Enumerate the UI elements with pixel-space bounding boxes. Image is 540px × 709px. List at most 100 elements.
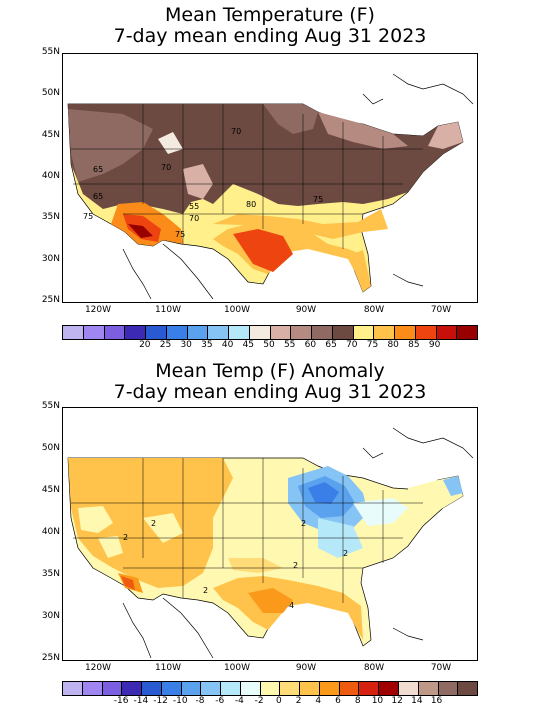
map2-title: Mean Temp (F) Anomaly 7-day mean ending … xyxy=(0,361,540,403)
map2-title-line1: Mean Temp (F) Anomaly xyxy=(155,360,385,382)
longitude-label: 90W xyxy=(295,663,317,673)
colorbar-label: 10 xyxy=(371,696,384,706)
contour-label: 2 xyxy=(301,519,306,528)
colorbar-swatch xyxy=(399,682,419,695)
map1-title-line2: 7-day mean ending Aug 31 2023 xyxy=(113,25,427,47)
colorbar-label: 60 xyxy=(304,340,317,350)
latitude-label: 30N xyxy=(41,611,60,621)
longitude-label: 120W xyxy=(84,663,112,673)
colorbar-label: 25 xyxy=(159,340,172,350)
colorbar-label: -16 xyxy=(113,696,129,706)
latitude-label: 25N xyxy=(41,653,60,663)
colorbar-swatch xyxy=(187,326,209,339)
colorbar-swatch xyxy=(379,682,400,695)
colorbar-swatch xyxy=(83,326,105,339)
latitude-label: 55N xyxy=(41,401,60,411)
colorbar-label: 50 xyxy=(263,340,275,350)
contour-label: 55 xyxy=(189,202,199,211)
colorbar-swatch xyxy=(229,326,250,339)
colorbar-label: 55 xyxy=(283,340,296,350)
colorbar-swatch xyxy=(332,326,354,339)
colorbar-swatch xyxy=(300,682,320,695)
colorbar-label: -4 xyxy=(234,696,244,706)
colorbar-swatch xyxy=(312,326,333,339)
colorbar-label: -12 xyxy=(153,696,168,706)
latitude-label: 30N xyxy=(41,253,60,264)
colorbar-label: 2 xyxy=(295,696,302,706)
colorbar-label: 70 xyxy=(346,340,358,350)
colorbar-label: 85 xyxy=(408,340,420,350)
contour-label: 75 xyxy=(313,195,323,204)
longitude-label: 120W xyxy=(84,305,112,315)
colorbar-label: -2 xyxy=(254,696,264,706)
colorbar-swatch xyxy=(457,326,477,339)
colorbar-label: 4 xyxy=(315,696,322,706)
map2-title-line2: 7-day mean ending Aug 31 2023 xyxy=(113,381,427,403)
colorbar-swatch xyxy=(319,682,340,695)
colorbar-label: 65 xyxy=(325,340,337,350)
longitude-label: 70W xyxy=(430,305,452,315)
colorbar-swatch xyxy=(181,682,202,695)
temperature-colorbar-labels: 20 25 30 35 40 45 50 55 60 65 70 75 80 85 90 xyxy=(62,340,476,352)
anomaly-colorbar xyxy=(62,681,478,696)
colorbar-swatch xyxy=(438,682,459,695)
colorbar-label: -14 xyxy=(133,696,149,706)
colorbar-swatch xyxy=(339,682,360,695)
longitude-label: 80W xyxy=(363,663,385,673)
colorbar-swatch xyxy=(201,682,222,695)
colorbar-swatch xyxy=(395,326,416,339)
contour-label: 70 xyxy=(189,214,199,223)
colorbar-label: -6 xyxy=(215,696,225,706)
colorbar-label: 16 xyxy=(430,696,443,706)
colorbar-label: 90 xyxy=(428,340,441,350)
colorbar-swatch xyxy=(142,682,162,695)
colorbar-label: 75 xyxy=(366,340,379,350)
anomaly-map: 2 2 2 2 2 2 4 xyxy=(62,407,478,661)
contour-label: 2 xyxy=(151,519,156,528)
colorbar-label: 12 xyxy=(391,696,403,706)
colorbar-label: 35 xyxy=(201,340,213,350)
colorbar-swatch xyxy=(122,682,143,695)
map1-title: Mean Temperature (F) 7-day mean ending A… xyxy=(0,5,540,47)
contour-label: 70 xyxy=(161,163,171,172)
colorbar-swatch xyxy=(166,326,188,339)
contour-label: 75 xyxy=(83,212,93,221)
contour-label: 65 xyxy=(93,192,103,201)
latitude-label: 45N xyxy=(41,129,60,140)
colorbar-swatch xyxy=(221,682,241,695)
longitude-label: 70W xyxy=(430,663,452,673)
colorbar-swatch xyxy=(418,682,439,695)
contour-label: 65 xyxy=(93,165,103,174)
latitude-label: 45N xyxy=(41,485,60,495)
longitude-label: 100W xyxy=(223,663,251,673)
contour-label: 2 xyxy=(293,561,298,570)
colorbar-label: 30 xyxy=(180,340,192,350)
contour-label: 2 xyxy=(203,586,208,595)
latitude-label: 50N xyxy=(41,88,60,99)
contour-label: 4 xyxy=(289,601,294,610)
colorbar-swatch xyxy=(63,682,83,695)
colorbar-label: 14 xyxy=(411,696,423,706)
colorbar-label: 40 xyxy=(221,340,234,350)
colorbar-swatch xyxy=(436,326,458,339)
colorbar-label: -8 xyxy=(195,696,205,706)
colorbar-swatch xyxy=(260,682,281,695)
latitude-label: 25N xyxy=(41,295,60,305)
colorbar-swatch xyxy=(249,326,271,339)
colorbar-swatch xyxy=(82,682,103,695)
colorbar-swatch xyxy=(208,326,229,339)
latitude-label: 35N xyxy=(41,569,60,579)
latitude-label: 40N xyxy=(41,527,60,537)
colorbar-label: 45 xyxy=(242,340,255,350)
contour-label: 80 xyxy=(246,200,256,209)
latitude-label: 35N xyxy=(41,212,60,223)
colorbar-swatch xyxy=(415,326,437,339)
temperature-colorbar xyxy=(62,325,478,340)
colorbar-swatch xyxy=(280,682,301,695)
colorbar-swatch xyxy=(240,682,261,695)
contour-label: 70 xyxy=(231,127,241,136)
latitude-label: 40N xyxy=(41,171,60,181)
colorbar-label: -10 xyxy=(172,696,188,706)
longitude-label: 110W xyxy=(154,305,182,315)
colorbar-swatch xyxy=(146,326,167,339)
